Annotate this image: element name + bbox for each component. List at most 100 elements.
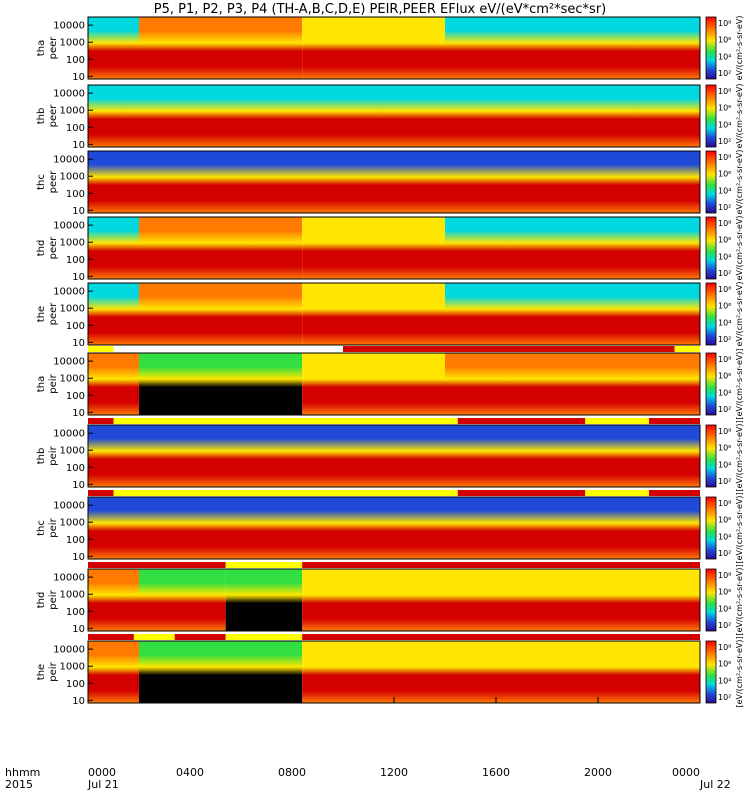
colorbar-tick-label: 10⁸	[718, 219, 731, 228]
panel-thd-peir: 10000 1000 100 10 thdpeir 10⁸ 10⁶ 10⁴ 10² [eV/(cm…	[36, 562, 744, 636]
flag-bar-segment	[457, 490, 586, 496]
colorbar-unit-label: [eV/(cm²-s-sr-eV)]	[735, 564, 744, 635]
panel-frame	[87, 282, 701, 346]
colorbar-tick-label: 10⁸	[718, 571, 731, 580]
colorbar-tick-label: 10⁸	[718, 427, 731, 436]
colorbar	[705, 16, 717, 80]
colorbar-unit-label: eV/(cm²-s-sr-eV)	[735, 150, 744, 215]
colorbar-tick-label: 10⁸	[718, 285, 731, 294]
spectrogram-segment	[302, 217, 445, 279]
colorbar-tick-label: 10⁴	[718, 676, 731, 685]
colorbar-tick-label: 10²	[718, 137, 731, 146]
flag-bar-segment	[88, 490, 114, 496]
flag-bar-segment	[649, 418, 700, 424]
spectrogram-segment	[88, 641, 139, 703]
panels: 10000 1000 100 10 thapeer 10⁸ 10⁶ 10⁴ 10² eV/(cm²…	[36, 16, 744, 708]
panel-tha-peer: 10000 1000 100 10 thapeer 10⁸ 10⁶ 10⁴ 10² eV/(cm²…	[36, 16, 744, 83]
y-tick-label: 1000	[60, 590, 85, 601]
y-tick-label: 10	[72, 140, 85, 151]
spectrogram-segment	[88, 425, 700, 487]
colorbar-tick-label: 10⁶	[718, 588, 731, 597]
spectrogram-segment	[88, 569, 139, 631]
flag-bar-segment	[457, 418, 586, 424]
panel-the-peir: 10000 1000 100 10 thepeir 10⁸ 10⁶ 10⁴ 10² [eV/(cm…	[36, 634, 744, 708]
y-tick-label: 100	[66, 535, 85, 546]
panel-ylabel: thapeer	[36, 36, 59, 60]
colorbar	[705, 496, 717, 560]
panel-ylabel: thcpeer	[36, 170, 59, 194]
flag-bar-segment	[88, 562, 226, 568]
y-tick-label: 10000	[53, 287, 85, 298]
y-tick-label: 10000	[53, 221, 85, 232]
colorbar	[705, 150, 717, 214]
flag-bar-segment	[585, 418, 649, 424]
spectrogram-segment	[88, 283, 139, 345]
y-tick-label: 100	[66, 255, 85, 266]
colorbar	[705, 568, 717, 632]
y-tick-label: 1000	[60, 518, 85, 529]
spectrogram-segment	[302, 17, 445, 79]
spectrogram-segment	[302, 569, 700, 631]
y-tick-label: 10	[72, 408, 85, 419]
colorbar-unit-label: [eV/(cm²-s-sr-eV)]	[735, 636, 744, 707]
colorbar-tick-label: 10⁴	[718, 460, 731, 469]
y-tick-label: 10000	[53, 429, 85, 440]
x-tick-label: 2000	[584, 766, 612, 779]
colorbar-tick-label: 10²	[718, 405, 731, 414]
spectrogram-segment	[302, 283, 445, 345]
flag-bar-segment	[88, 634, 134, 640]
colorbar-unit-label: eV/(cm²-s-sr-eV)	[735, 84, 744, 149]
panel-thb-peir: 10000 1000 100 10 thbpeir 10⁸ 10⁶ 10⁴ 10² [eV/(cm…	[36, 418, 744, 492]
spectrogram-segment	[302, 641, 700, 703]
panel-ylabel: thdpeer	[36, 236, 59, 260]
colorbar-tick-label: 10⁶	[718, 516, 731, 525]
flag-bar-segment	[225, 634, 303, 640]
panel-frame	[87, 216, 701, 280]
spectrogram-segment	[139, 17, 303, 79]
colorbar-tick-label: 10²	[718, 335, 731, 344]
flag-bar-segment	[649, 490, 700, 496]
y-tick-label: 10000	[53, 501, 85, 512]
colorbar-tick-label: 10⁴	[718, 318, 731, 327]
flag-bar-segment	[585, 490, 649, 496]
panel-thb-peer: 10000 1000 100 10 thbpeer 10⁸ 10⁶ 10⁴ 10² eV/(cm²…	[36, 84, 744, 151]
y-tick-label: 100	[66, 123, 85, 134]
panel-frame	[87, 496, 701, 560]
y-tick-label: 1000	[60, 172, 85, 183]
panel-ylabel: thbpeir	[36, 445, 59, 465]
y-tick-label: 10	[72, 272, 85, 283]
y-tick-label: 100	[66, 55, 85, 66]
colorbar-tick-label: 10⁸	[718, 87, 731, 96]
y-tick-label: 10000	[53, 155, 85, 166]
y-tick-label: 10000	[53, 645, 85, 656]
colorbar	[705, 352, 717, 416]
panel-ylabel: thcpeir	[36, 517, 59, 537]
colorbar	[705, 640, 717, 704]
y-tick-label: 10	[72, 552, 85, 563]
flag-bar-segment	[133, 634, 175, 640]
y-tick-label: 100	[66, 189, 85, 200]
colorbar-tick-label: 10⁶	[718, 236, 731, 245]
y-tick-label: 100	[66, 391, 85, 402]
y-tick-label: 1000	[60, 106, 85, 117]
colorbar-unit-label: [eV/(cm²-s-sr-eV)]	[735, 348, 744, 419]
flag-bar-segment	[88, 346, 114, 352]
spectrogram-segment	[139, 283, 303, 345]
panel-ylabel: thbpeer	[36, 104, 59, 128]
y-tick-label: 1000	[60, 374, 85, 385]
colorbar-tick-label: 10⁸	[718, 153, 731, 162]
y-tick-label: 10000	[53, 573, 85, 584]
colorbar-tick-label: 10²	[718, 69, 731, 78]
y-tick-label: 10	[72, 338, 85, 349]
colorbar-tick-label: 10²	[718, 549, 731, 558]
colorbar-tick-label: 10⁶	[718, 170, 731, 179]
y-tick-label: 1000	[60, 238, 85, 249]
colorbar-tick-label: 10²	[718, 693, 731, 702]
panel-frame	[87, 16, 701, 80]
colorbar-tick-label: 10⁴	[718, 186, 731, 195]
colorbar-tick-label: 10⁶	[718, 444, 731, 453]
spectrogram-segment	[445, 283, 700, 345]
x-tick-label: 0000	[672, 766, 700, 779]
y-tick-label: 1000	[60, 38, 85, 49]
